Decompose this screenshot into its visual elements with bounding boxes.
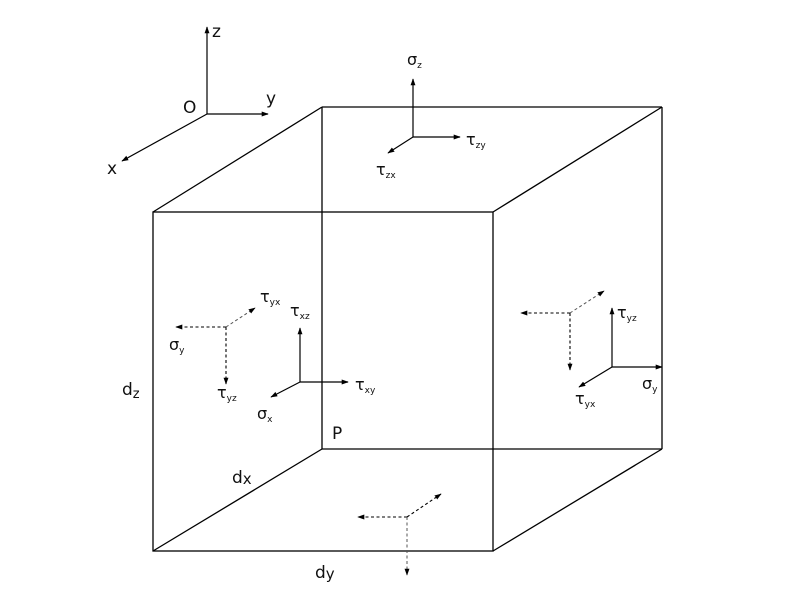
sigma-x-arrow	[270, 381, 301, 398]
tau-yz-label: τyz	[617, 303, 637, 324]
tau-zy-label: τzy	[466, 130, 486, 151]
back-face-stresses: σy τyx τyz	[169, 287, 281, 404]
x-axis	[121, 113, 208, 162]
dz-label: dz	[122, 380, 140, 402]
dy-label: dy	[315, 563, 335, 583]
tau-yx-back-label: τyx	[260, 287, 281, 308]
x-axis-label: x	[107, 159, 117, 179]
tau-yx-neg-arrow	[225, 307, 256, 328]
coordinate-axes: z y x O	[107, 22, 276, 179]
cube-edge-top-right	[492, 106, 663, 213]
point-p-label: P	[332, 424, 342, 444]
tau-xy-label: τxy	[355, 375, 376, 396]
z-axis-label: z	[212, 22, 221, 42]
sigma-y-label: σy	[642, 374, 658, 395]
y-axis-label: y	[266, 89, 276, 109]
cube-front-face	[152, 211, 494, 552]
right-face-hidden-arrows	[520, 290, 605, 371]
tau-yz-back-label: τyz	[217, 383, 237, 404]
tau-xz-label: τxz	[290, 301, 310, 322]
cube-edge-hidden-diagonal	[152, 448, 323, 552]
sigma-z-label: σz	[407, 50, 422, 71]
cube	[152, 106, 663, 552]
cube-edge-bottom-right	[492, 448, 663, 552]
right-face-stresses: τyz σy τyx	[575, 303, 663, 410]
bottom-face-hidden-arrows	[357, 493, 442, 576]
dx-label: dx	[232, 468, 252, 488]
right-hidden-diagonal-arrow	[569, 290, 605, 314]
cube-edge-top-left	[152, 106, 323, 213]
tau-yx-arrow	[578, 366, 613, 388]
tau-zx-arrow	[387, 136, 414, 154]
tau-zx-label: τzx	[376, 160, 396, 181]
bottom-hidden-diagonal-arrow	[406, 493, 442, 518]
top-face-stresses: σz τzy τzx	[376, 50, 486, 181]
sigma-x-label: σx	[257, 404, 273, 425]
origin-label: O	[183, 98, 196, 118]
tau-yx-label: τyx	[575, 389, 596, 410]
sigma-y-back-label: σy	[169, 335, 185, 356]
front-face-stresses: τxz τxy σx	[257, 301, 376, 425]
